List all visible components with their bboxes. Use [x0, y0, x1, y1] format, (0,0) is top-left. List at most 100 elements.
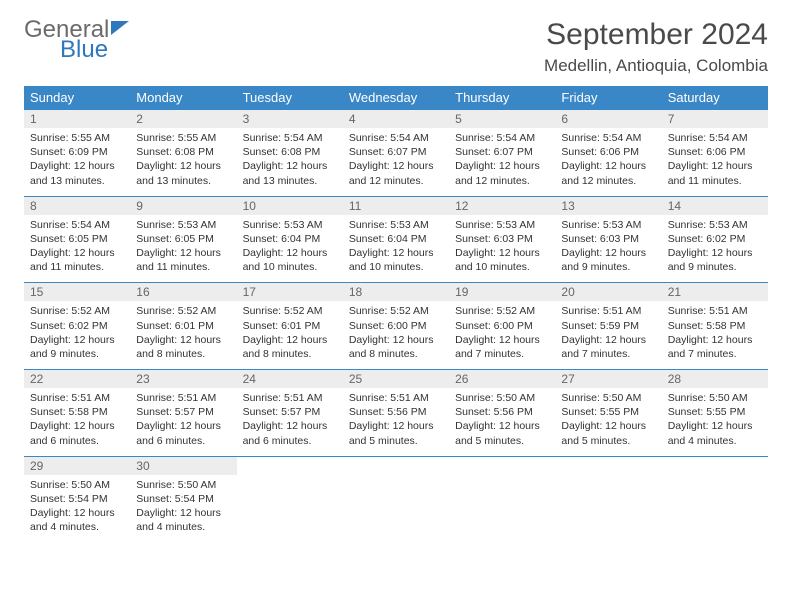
day-number-cell: 16: [130, 283, 236, 302]
sunset-line: Sunset: 5:54 PM: [30, 492, 124, 506]
daylight-line: Daylight: 12 hours and 12 minutes.: [561, 159, 655, 187]
sunrise-line: Sunrise: 5:52 AM: [349, 304, 443, 318]
day-number-cell: 29: [24, 456, 130, 475]
sunrise-line: Sunrise: 5:52 AM: [136, 304, 230, 318]
day-number-cell: 17: [237, 283, 343, 302]
day-detail-cell: Sunrise: 5:54 AMSunset: 6:08 PMDaylight:…: [237, 128, 343, 196]
day-number-cell: 23: [130, 370, 236, 389]
day-detail-cell: Sunrise: 5:53 AMSunset: 6:04 PMDaylight:…: [237, 215, 343, 283]
day-detail-cell: [662, 475, 768, 543]
daylight-line: Daylight: 12 hours and 8 minutes.: [243, 333, 337, 361]
sunrise-line: Sunrise: 5:54 AM: [668, 131, 762, 145]
week-daynum-row: 22232425262728: [24, 370, 768, 389]
sunrise-line: Sunrise: 5:52 AM: [243, 304, 337, 318]
day-number-cell: 10: [237, 196, 343, 215]
sunrise-line: Sunrise: 5:53 AM: [349, 218, 443, 232]
day-detail-cell: Sunrise: 5:55 AMSunset: 6:08 PMDaylight:…: [130, 128, 236, 196]
day-detail-cell: Sunrise: 5:50 AMSunset: 5:55 PMDaylight:…: [662, 388, 768, 456]
day-detail-cell: [237, 475, 343, 543]
sunset-line: Sunset: 6:03 PM: [455, 232, 549, 246]
weekday-header-row: Sunday Monday Tuesday Wednesday Thursday…: [24, 86, 768, 110]
day-number-cell: [237, 456, 343, 475]
sunrise-line: Sunrise: 5:51 AM: [561, 304, 655, 318]
week-daynum-row: 15161718192021: [24, 283, 768, 302]
sunrise-line: Sunrise: 5:50 AM: [136, 478, 230, 492]
calendar-table: Sunday Monday Tuesday Wednesday Thursday…: [24, 86, 768, 542]
daylight-line: Daylight: 12 hours and 7 minutes.: [455, 333, 549, 361]
sunset-line: Sunset: 5:58 PM: [668, 319, 762, 333]
sunrise-line: Sunrise: 5:50 AM: [455, 391, 549, 405]
sunrise-line: Sunrise: 5:51 AM: [136, 391, 230, 405]
sunset-line: Sunset: 6:05 PM: [30, 232, 124, 246]
day-detail-cell: Sunrise: 5:52 AMSunset: 6:02 PMDaylight:…: [24, 301, 130, 369]
title-block: September 2024 Medellin, Antioquia, Colo…: [544, 18, 768, 76]
day-detail-cell: Sunrise: 5:51 AMSunset: 5:57 PMDaylight:…: [130, 388, 236, 456]
day-number-cell: 9: [130, 196, 236, 215]
sunset-line: Sunset: 5:55 PM: [668, 405, 762, 419]
sunrise-line: Sunrise: 5:51 AM: [243, 391, 337, 405]
sunset-line: Sunset: 6:03 PM: [561, 232, 655, 246]
sunset-line: Sunset: 6:01 PM: [243, 319, 337, 333]
col-wednesday: Wednesday: [343, 86, 449, 110]
col-thursday: Thursday: [449, 86, 555, 110]
daylight-line: Daylight: 12 hours and 6 minutes.: [30, 419, 124, 447]
sunset-line: Sunset: 5:56 PM: [349, 405, 443, 419]
day-detail-cell: Sunrise: 5:54 AMSunset: 6:06 PMDaylight:…: [555, 128, 661, 196]
daylight-line: Daylight: 12 hours and 8 minutes.: [349, 333, 443, 361]
sunset-line: Sunset: 6:00 PM: [455, 319, 549, 333]
daylight-line: Daylight: 12 hours and 10 minutes.: [455, 246, 549, 274]
day-detail-cell: [449, 475, 555, 543]
week-detail-row: Sunrise: 5:52 AMSunset: 6:02 PMDaylight:…: [24, 301, 768, 369]
sunset-line: Sunset: 6:00 PM: [349, 319, 443, 333]
day-number-cell: 4: [343, 110, 449, 129]
day-number-cell: 13: [555, 196, 661, 215]
week-detail-row: Sunrise: 5:54 AMSunset: 6:05 PM Daylight:…: [24, 215, 768, 283]
sunrise-line: Sunrise: 5:54 AM: [561, 131, 655, 145]
day-detail-cell: Sunrise: 5:51 AMSunset: 5:56 PMDaylight:…: [343, 388, 449, 456]
day-detail-cell: Sunrise: 5:51 AMSunset: 5:58 PMDaylight:…: [24, 388, 130, 456]
day-number-cell: 20: [555, 283, 661, 302]
day-detail-cell: Sunrise: 5:50 AMSunset: 5:54 PMDaylight:…: [24, 475, 130, 543]
sunrise-line: Sunrise: 5:52 AM: [30, 304, 124, 318]
daylight-line: Daylight: 12 hours and 12 minutes.: [455, 159, 549, 187]
col-saturday: Saturday: [662, 86, 768, 110]
day-detail-cell: Sunrise: 5:54 AMSunset: 6:07 PMDaylight:…: [449, 128, 555, 196]
daylight-line: Daylight: 12 hours and 10 minutes.: [243, 246, 337, 274]
sunset-line: Sunset: 6:07 PM: [349, 145, 443, 159]
day-number-cell: 28: [662, 370, 768, 389]
sunrise-line: Sunrise: 5:53 AM: [455, 218, 549, 232]
day-detail-cell: [555, 475, 661, 543]
sunset-line: Sunset: 6:02 PM: [30, 319, 124, 333]
daylight-line: Daylight: 12 hours and 13 minutes.: [243, 159, 337, 187]
day-detail-cell: Sunrise: 5:53 AMSunset: 6:05 PMDaylight:…: [130, 215, 236, 283]
calendar-body: 1234567Sunrise: 5:55 AMSunset: 6:09 PMDa…: [24, 110, 768, 543]
day-detail-cell: Sunrise: 5:53 AMSunset: 6:03 PMDaylight:…: [555, 215, 661, 283]
sunrise-line: Sunrise: 5:51 AM: [349, 391, 443, 405]
daylight-line: Daylight: 12 hours and 10 minutes.: [349, 246, 443, 274]
day-number-cell: [343, 456, 449, 475]
week-detail-row: Sunrise: 5:51 AMSunset: 5:58 PMDaylight:…: [24, 388, 768, 456]
day-number-cell: [662, 456, 768, 475]
day-number-cell: 15: [24, 283, 130, 302]
sunset-line: Sunset: 5:57 PM: [243, 405, 337, 419]
week-daynum-row: 1234567: [24, 110, 768, 129]
day-number-cell: 8: [24, 196, 130, 215]
day-number-cell: 1: [24, 110, 130, 129]
day-detail-cell: [343, 475, 449, 543]
day-number-cell: 27: [555, 370, 661, 389]
sunrise-line: Sunrise: 5:53 AM: [561, 218, 655, 232]
day-number-cell: 5: [449, 110, 555, 129]
day-number-cell: 18: [343, 283, 449, 302]
sunrise-line: Sunrise: 5:54 AM: [30, 218, 124, 232]
daylight-line: Daylight: 12 hours and 5 minutes.: [349, 419, 443, 447]
day-detail-cell: Sunrise: 5:54 AMSunset: 6:06 PMDaylight:…: [662, 128, 768, 196]
day-number-cell: 3: [237, 110, 343, 129]
sunrise-line: Sunrise: 5:55 AM: [30, 131, 124, 145]
day-detail-cell: Sunrise: 5:54 AMSunset: 6:05 PMDaylight:…: [24, 215, 130, 283]
daylight-line: Daylight: 12 hours and 6 minutes.: [136, 419, 230, 447]
day-number-cell: 21: [662, 283, 768, 302]
brand-part2: Blue: [60, 38, 108, 62]
sunrise-line: Sunrise: 5:54 AM: [349, 131, 443, 145]
day-detail-cell: Sunrise: 5:51 AMSunset: 5:58 PMDaylight:…: [662, 301, 768, 369]
week-detail-row: Sunrise: 5:55 AMSunset: 6:09 PMDaylight:…: [24, 128, 768, 196]
